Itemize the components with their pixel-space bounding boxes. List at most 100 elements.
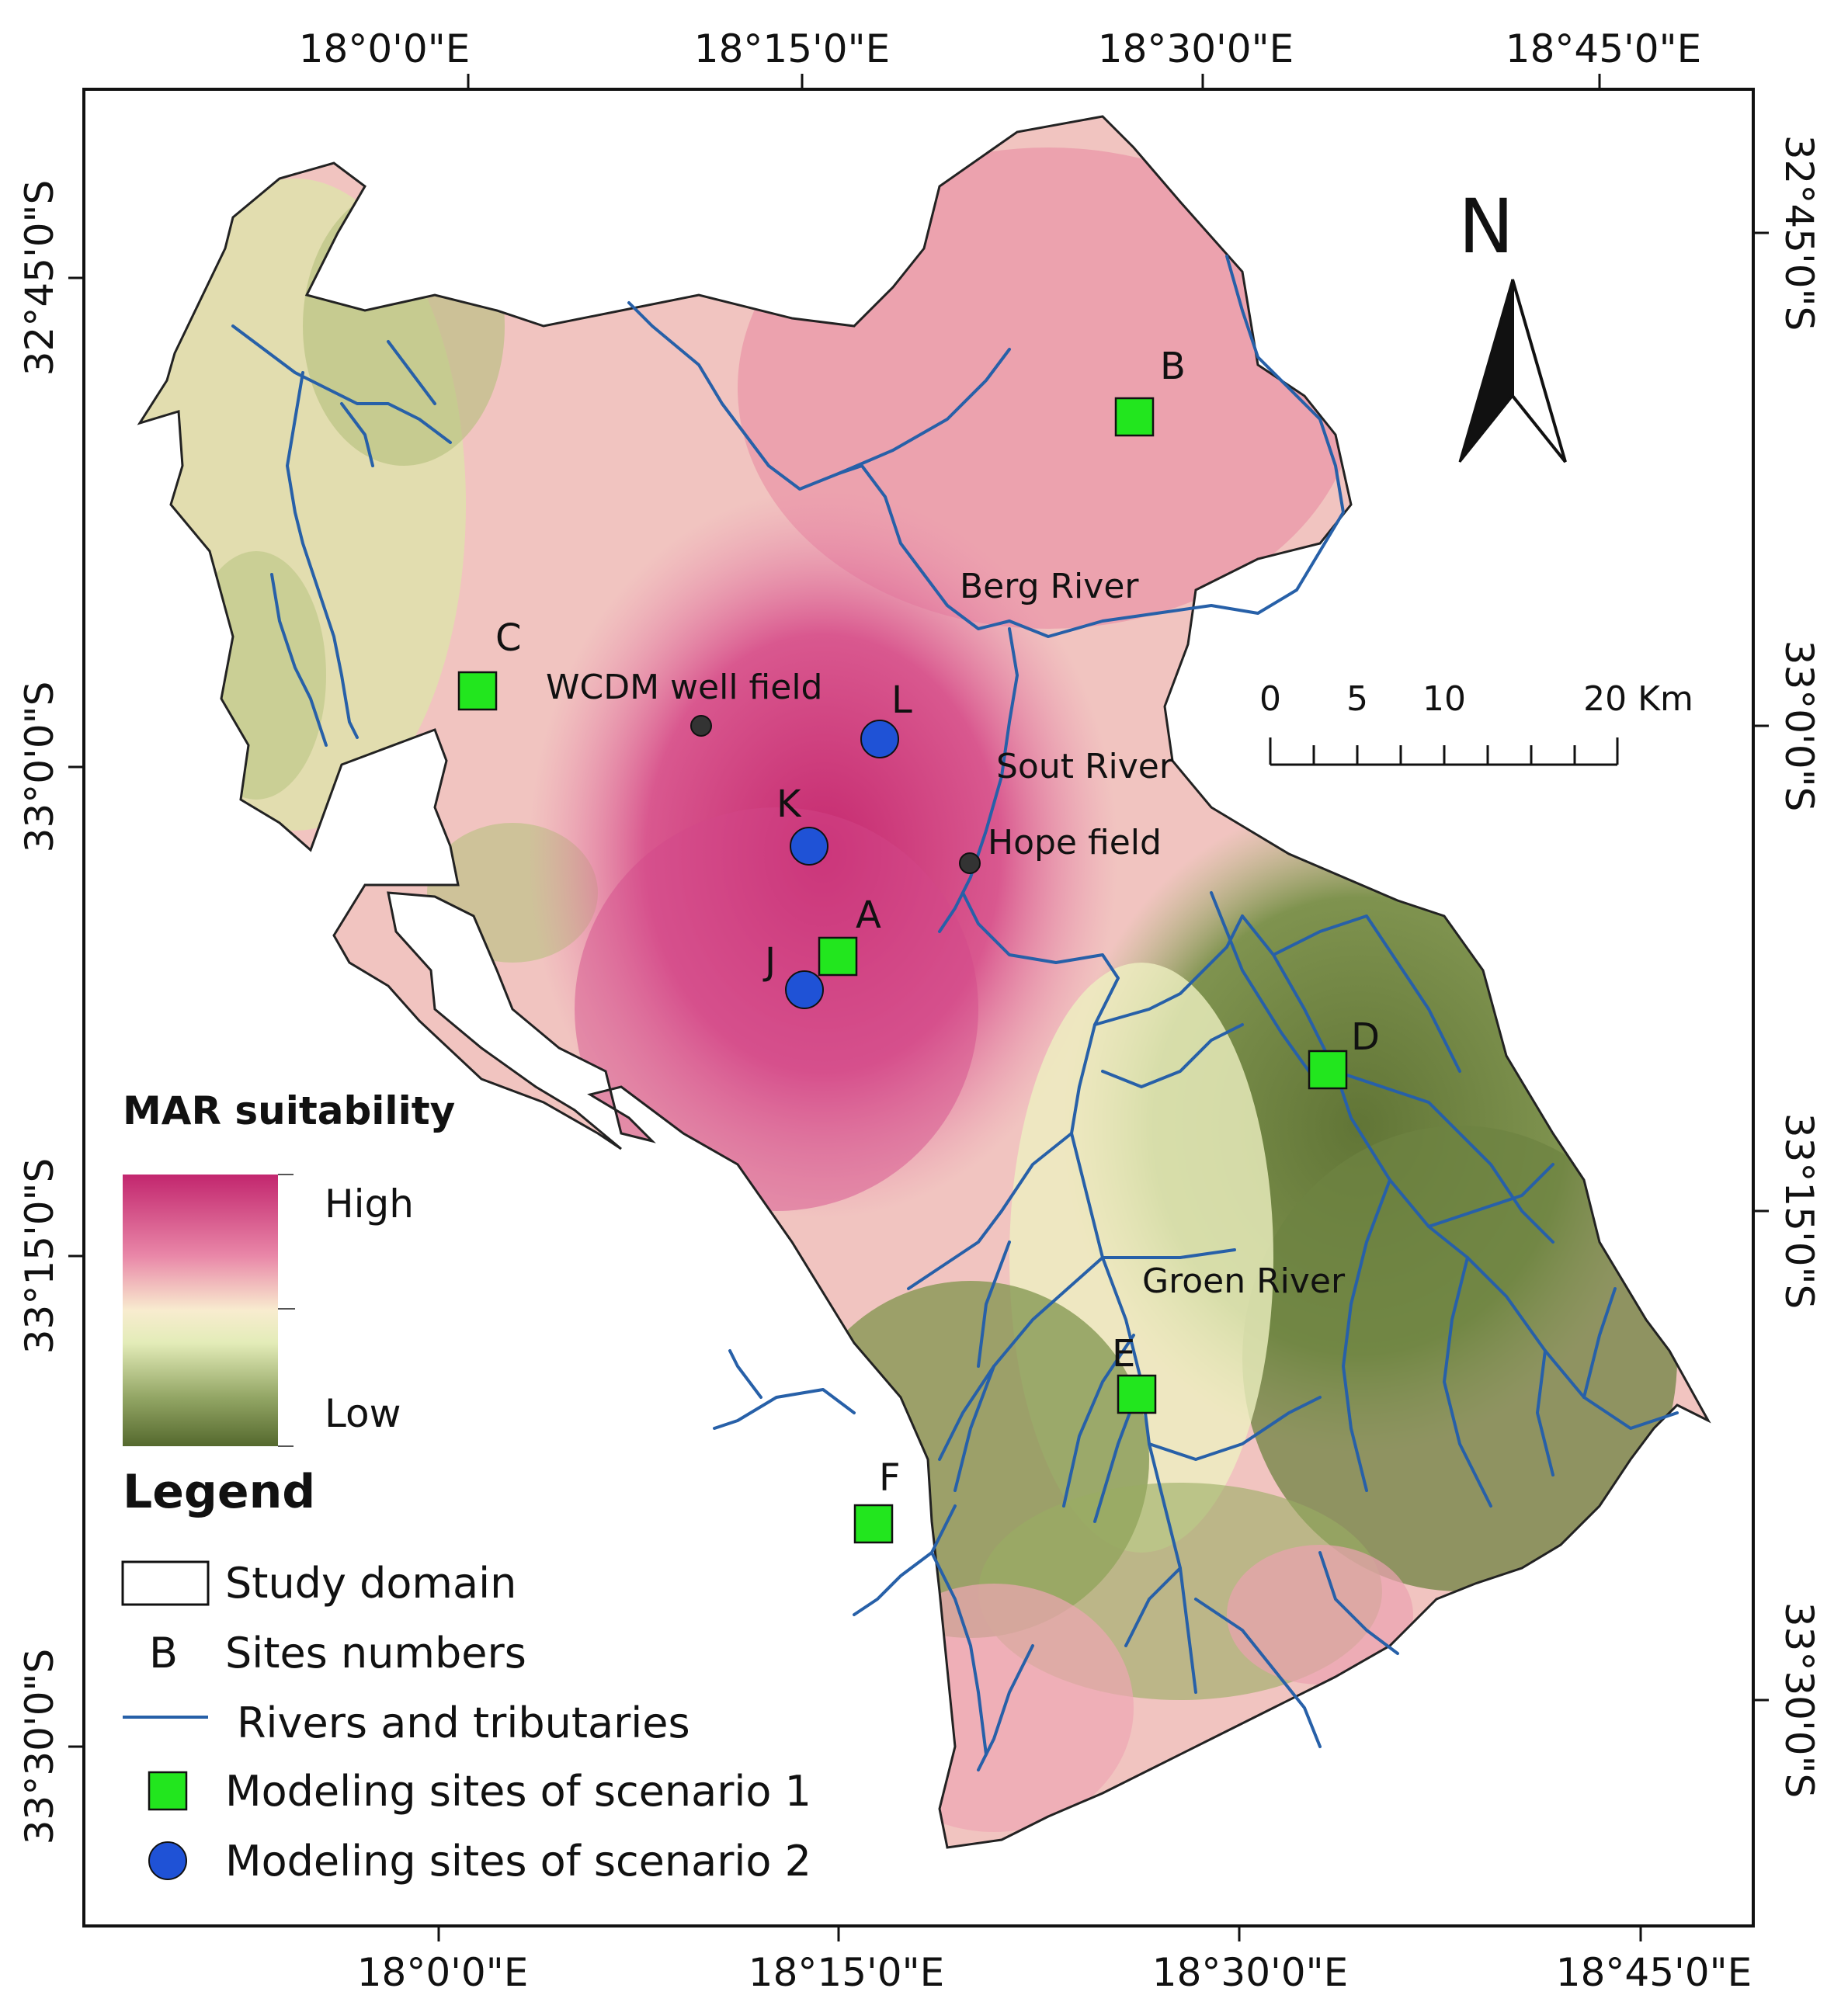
site-f-label: F — [879, 1456, 901, 1500]
magenta-core-2 — [575, 807, 978, 1211]
groen-river-label: Groen River — [1142, 1261, 1346, 1301]
legend-scenario1-swatch — [148, 1771, 188, 1811]
scale-label-10: 10 — [1422, 679, 1466, 719]
site-c-label: C — [495, 616, 522, 660]
south-trib-5 — [1318, 1551, 1399, 1655]
west-river-4 — [387, 340, 436, 405]
east-trib-3 — [1272, 914, 1461, 1073]
legend-ramp-low: Low — [325, 1391, 401, 1436]
legend-ramp-title: MAR suitability — [123, 1088, 455, 1133]
groen-trib-3 — [907, 1132, 1073, 1290]
north-arrow-right-half — [1511, 279, 1567, 463]
right-axis-label: 32°45'0"S — [1777, 135, 1822, 331]
south-trib-3 — [977, 1240, 1011, 1368]
legend-title: Legend — [123, 1465, 315, 1519]
site-a-marker[interactable] — [818, 936, 858, 977]
legend-sites-numbers-label: Sites numbers — [225, 1629, 526, 1678]
legend: MAR suitability High Low Legend Study do… — [121, 1088, 811, 1886]
east-trib-7 — [1536, 1349, 1554, 1476]
left-axis-label: 33°30'0"S — [17, 1649, 62, 1845]
far-south-trib-1 — [853, 1504, 957, 1616]
groen-trib-7 — [1148, 1396, 1322, 1461]
sout-river-label: Sout River — [996, 747, 1174, 786]
legend-site-letter: B — [149, 1629, 178, 1678]
site-e-label: E — [1112, 1332, 1135, 1376]
east-trib-4 — [1334, 1070, 1554, 1244]
bottom-axis-label: 18°0'0"E — [357, 1950, 529, 1995]
hope-field-label: Hope field — [988, 823, 1162, 862]
site-b-label: B — [1160, 345, 1186, 388]
bottom-axis-label: 18°45'0"E — [1556, 1950, 1752, 1995]
scale-label-20: 20 Km — [1583, 679, 1693, 719]
far-south-trib-4 — [713, 1388, 856, 1430]
legend-ramp-high: High — [325, 1181, 414, 1227]
site-k-marker[interactable] — [790, 827, 828, 866]
west-green-zone-2 — [303, 186, 505, 466]
se-green-zone-2 — [1242, 1126, 1677, 1591]
top-axis-label: 18°30'0"E — [1098, 26, 1294, 71]
north-arrow-letter: N — [1458, 183, 1514, 270]
legend-scenario1-label: Modeling sites of scenario 1 — [225, 1767, 811, 1816]
map-frame — [82, 88, 1755, 1928]
site-k-label: K — [776, 782, 802, 826]
south-trib-4 — [1194, 1598, 1322, 1748]
sites-layer: A B C D E F J K L Berg River Sout River … — [457, 345, 1380, 1544]
bottom-axis-label: 18°15'0"E — [749, 1950, 944, 1995]
legend-study-domain-swatch — [121, 1560, 210, 1606]
wcdm-well-label: WCDM well field — [546, 668, 823, 707]
far-south-trib-3 — [977, 1644, 1034, 1771]
top-axis-label: 18°45'0"E — [1506, 26, 1701, 71]
west-green-zone-3 — [186, 551, 326, 800]
west-river-3 — [270, 573, 328, 747]
left-axis-label: 32°45'0"S — [17, 180, 62, 376]
site-f-marker[interactable] — [853, 1504, 894, 1544]
north-arrow: N — [1458, 183, 1567, 463]
berg-trib-1 — [837, 348, 1011, 475]
groen-trib-8 — [1124, 1567, 1182, 1647]
right-axis-label: 33°30'0"S — [1777, 1602, 1822, 1799]
bottom-axis-label: 18°30'0"E — [1152, 1950, 1348, 1995]
legend-color-ramp — [123, 1175, 278, 1446]
west-river-2 — [286, 371, 359, 739]
left-axis-label: 33°0'0"S — [17, 682, 62, 853]
legend-study-domain-label: Study domain — [225, 1559, 516, 1608]
east-trib-5 — [1342, 1178, 1391, 1492]
scale-bar: 0 5 10 20 Km — [1259, 679, 1693, 766]
east-trib-8 — [1427, 1163, 1554, 1228]
site-l-label: L — [891, 678, 912, 722]
groen-trib-5 — [1062, 1334, 1135, 1508]
groen-trib-1 — [1093, 914, 1244, 1026]
legend-scenario2-label: Modeling sites of scenario 2 — [225, 1837, 811, 1886]
hope-field-point — [959, 852, 981, 874]
site-b-marker[interactable] — [1114, 397, 1155, 437]
site-e-marker[interactable] — [1117, 1374, 1157, 1414]
west-river-5 — [340, 402, 374, 467]
east-trib-2 — [1210, 891, 1322, 1088]
site-j-label: J — [762, 940, 776, 984]
south-pink-zone-2 — [1227, 1545, 1413, 1685]
top-axis-label: 18°15'0"E — [694, 26, 890, 71]
site-l-marker[interactable] — [860, 720, 899, 758]
frame-ticks — [68, 74, 1769, 1941]
site-a-label: A — [856, 893, 881, 937]
site-d-marker[interactable] — [1308, 1050, 1348, 1090]
far-south-trib-5 — [728, 1349, 762, 1399]
east-trib-9 — [1582, 1287, 1617, 1399]
scale-label-5: 5 — [1346, 679, 1368, 719]
right-axis-label: 33°15'0"S — [1777, 1113, 1822, 1310]
south-pink-zone — [854, 1584, 1134, 1832]
groen-trib-2 — [1101, 1023, 1244, 1088]
site-c-marker[interactable] — [457, 671, 498, 711]
west-river-1 — [231, 324, 452, 444]
north-arrow-left-half — [1458, 279, 1514, 463]
far-south-trib-2 — [930, 1551, 988, 1756]
sout-river — [938, 627, 1019, 933]
site-d-label: D — [1351, 1015, 1380, 1059]
site-j-marker[interactable] — [785, 970, 824, 1009]
legend-rivers-label: Rivers and tributaries — [237, 1699, 690, 1747]
berg-river-label: Berg River — [960, 567, 1139, 606]
left-axis-label: 33°15'0"S — [17, 1158, 62, 1355]
scale-label-0: 0 — [1259, 679, 1281, 719]
wcdm-well-point — [690, 715, 712, 737]
